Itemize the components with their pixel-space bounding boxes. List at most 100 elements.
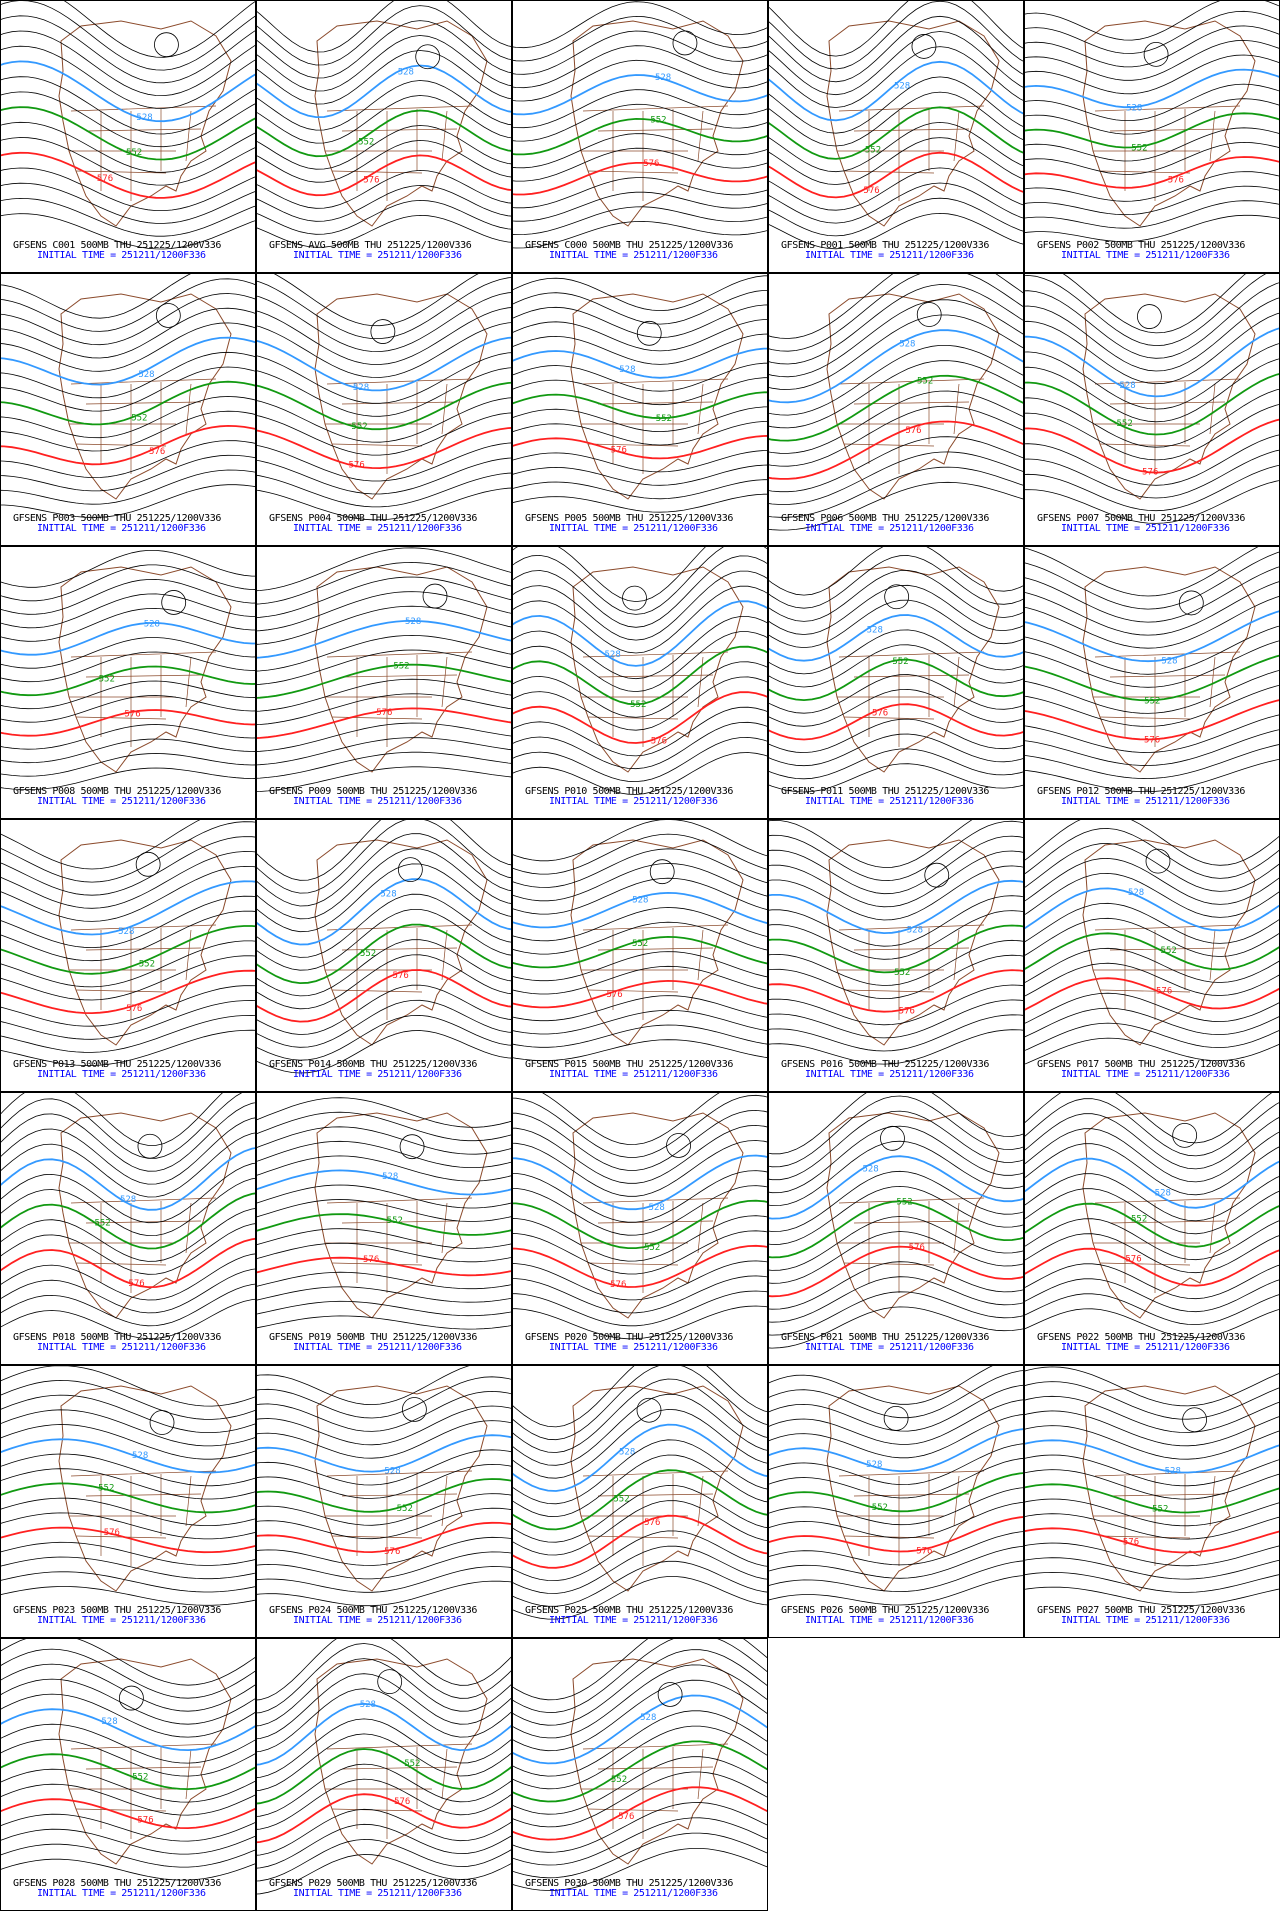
state-border bbox=[70, 1197, 217, 1204]
panel-title: GFSENS P028 500MB THU 251225/1200V336 bbox=[13, 1878, 221, 1889]
contour-576 bbox=[257, 1793, 511, 1844]
low-center bbox=[135, 851, 161, 877]
state-border bbox=[597, 1220, 714, 1224]
state-border bbox=[70, 651, 217, 658]
contour bbox=[769, 182, 1023, 224]
contour-label: 576 bbox=[1123, 1538, 1139, 1548]
contour-label: 528 bbox=[866, 1460, 882, 1470]
contour bbox=[513, 1576, 767, 1620]
contour-552 bbox=[513, 391, 767, 420]
coastline bbox=[58, 1658, 232, 1865]
contour-label: 552 bbox=[126, 148, 142, 158]
contour-label: 552 bbox=[892, 657, 908, 667]
initial-time-label: INITIAL TIME = 251211/1200F336 bbox=[37, 250, 206, 261]
coastline bbox=[826, 293, 1000, 500]
contour bbox=[257, 184, 511, 222]
contour-528 bbox=[1025, 1157, 1279, 1209]
contour bbox=[257, 848, 511, 920]
contour bbox=[1, 910, 255, 962]
contour bbox=[1025, 39, 1279, 81]
contour-552 bbox=[257, 923, 511, 985]
contour bbox=[1, 410, 255, 452]
contour bbox=[769, 1560, 1023, 1593]
contour bbox=[1025, 312, 1279, 385]
contour bbox=[513, 1710, 767, 1777]
contour bbox=[769, 584, 1023, 635]
contour bbox=[257, 35, 511, 92]
state-border bbox=[1209, 1475, 1216, 1527]
contour bbox=[1025, 25, 1279, 68]
contour bbox=[769, 314, 1023, 390]
contour bbox=[257, 591, 511, 632]
contour bbox=[1, 1177, 255, 1237]
contour-576 bbox=[769, 969, 1023, 1013]
contour bbox=[1025, 947, 1279, 983]
contour-576 bbox=[513, 979, 767, 1009]
contour-map: 528 552 576 bbox=[1025, 1093, 1279, 1339]
contour-label: 528 bbox=[360, 1700, 376, 1710]
contour bbox=[513, 1545, 767, 1594]
state-border bbox=[70, 924, 217, 931]
contour bbox=[1, 637, 255, 669]
low-center bbox=[657, 1682, 683, 1707]
state-border bbox=[597, 1766, 714, 1770]
contour bbox=[769, 599, 1023, 649]
contour bbox=[257, 214, 511, 248]
contour bbox=[513, 721, 767, 770]
contour bbox=[769, 748, 1023, 780]
contour-label: 576 bbox=[393, 971, 409, 981]
contour-label: 552 bbox=[139, 960, 155, 970]
initial-time-label: INITIAL TIME = 251211/1200F336 bbox=[805, 1069, 974, 1080]
contour bbox=[257, 139, 511, 183]
contour bbox=[769, 197, 1023, 237]
state-border bbox=[1094, 924, 1241, 931]
contour bbox=[769, 984, 1023, 1026]
contour bbox=[1, 322, 255, 372]
state-border bbox=[697, 383, 704, 435]
contour bbox=[1, 821, 255, 883]
state-border bbox=[1109, 401, 1226, 405]
contour-label: 576 bbox=[611, 445, 627, 455]
coastline bbox=[1082, 839, 1256, 1046]
contour bbox=[257, 352, 511, 404]
contour bbox=[1025, 1278, 1279, 1313]
contour bbox=[1, 396, 255, 439]
panel-title: GFSENS P030 500MB THU 251225/1200V336 bbox=[525, 1878, 733, 1889]
contour-label: 528 bbox=[398, 68, 414, 78]
state-border bbox=[697, 110, 704, 162]
contour bbox=[1025, 297, 1279, 372]
contour bbox=[513, 30, 767, 75]
initial-time-label: INITIAL TIME = 251211/1200F336 bbox=[37, 1069, 206, 1080]
contour-552 bbox=[257, 109, 511, 158]
state-border bbox=[597, 947, 714, 951]
ensemble-panel: 528 552 576 GFSENS P019 500MB THU 251225/12… bbox=[256, 1092, 512, 1365]
contour bbox=[1025, 729, 1279, 766]
contour bbox=[513, 1484, 767, 1543]
contour bbox=[1, 1, 255, 71]
contour bbox=[257, 1643, 511, 1714]
state-border bbox=[587, 989, 679, 993]
contour bbox=[513, 1009, 767, 1035]
contour bbox=[257, 1507, 511, 1540]
contour-label: 528 bbox=[118, 927, 134, 937]
contour-552 bbox=[1025, 373, 1279, 436]
contour bbox=[769, 1545, 1023, 1579]
contour bbox=[257, 1778, 511, 1830]
initial-time-label: INITIAL TIME = 251211/1200F336 bbox=[1061, 1069, 1230, 1080]
contour bbox=[1, 1639, 255, 1686]
contour bbox=[1, 1556, 255, 1580]
panel-title: GFSENS P009 500MB THU 251225/1200V336 bbox=[269, 786, 477, 797]
contour bbox=[257, 547, 511, 592]
contour-label: 528 bbox=[1128, 888, 1144, 898]
contour bbox=[1025, 1513, 1279, 1540]
contour-label: 552 bbox=[1161, 946, 1177, 956]
contour bbox=[257, 1228, 511, 1249]
contour bbox=[513, 45, 767, 89]
contour-label: 552 bbox=[358, 138, 374, 148]
contour bbox=[513, 1771, 767, 1828]
contour bbox=[1, 1768, 255, 1803]
contour bbox=[769, 1291, 1023, 1336]
panel-title: GFSENS P020 500MB THU 251225/1200V336 bbox=[525, 1332, 733, 1343]
state-border bbox=[326, 105, 473, 112]
